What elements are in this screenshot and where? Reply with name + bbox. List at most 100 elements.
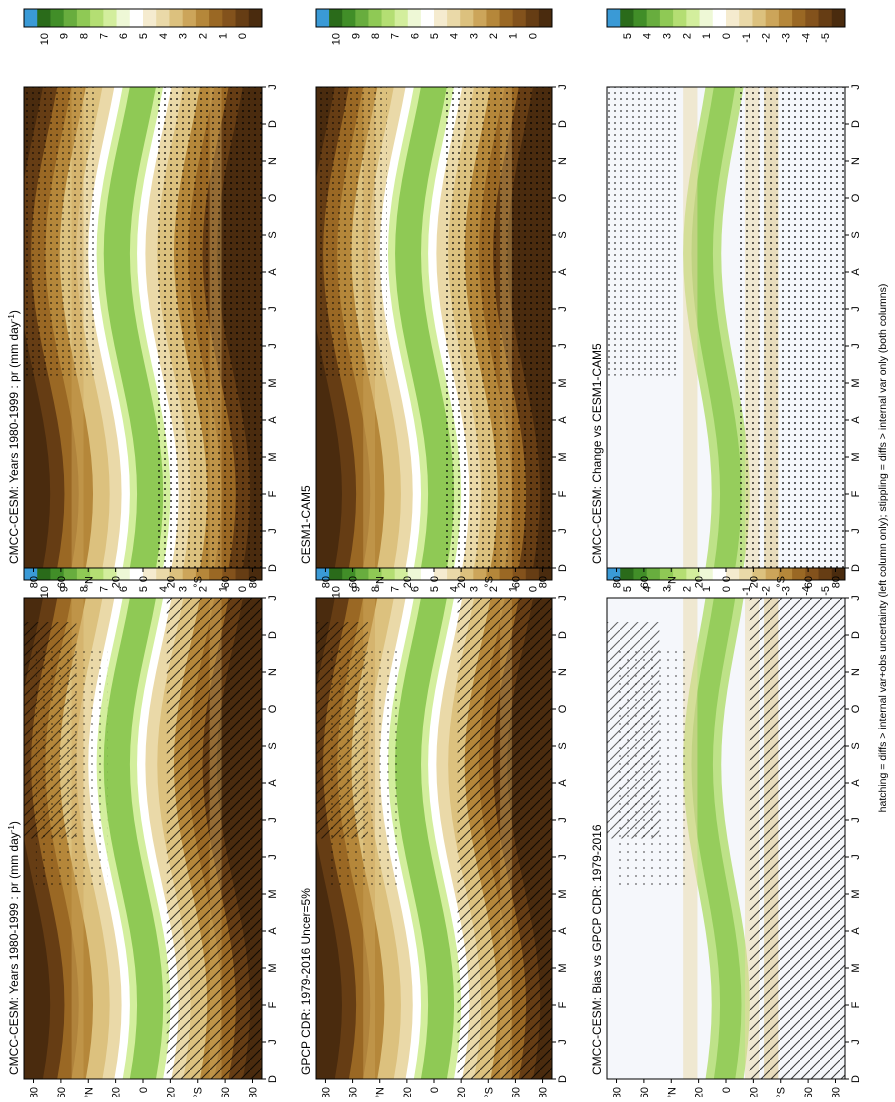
month-label: D [557, 631, 569, 639]
lat-label: 0 [721, 576, 733, 582]
colorbar-swatch [460, 9, 474, 27]
colorbar-label: -1 [741, 33, 753, 43]
colorbar-label: -3 [781, 33, 793, 43]
colorbar-label: 5 [138, 33, 150, 39]
colorbar-label: 2 [198, 33, 210, 39]
lat-label: 80 [29, 1087, 41, 1097]
colorbar-label: 2 [488, 586, 500, 592]
colorbar-label: 1 [701, 33, 713, 39]
month-label: A [267, 927, 279, 935]
panel-title: CESM1-CAM5 [299, 485, 313, 564]
lat-label: 80 [538, 1087, 550, 1097]
colorbar-label: 4 [449, 586, 461, 592]
colorbar-label: 4 [642, 586, 654, 592]
month-label: A [850, 416, 862, 424]
month-label: J [267, 595, 279, 601]
month-label: M [557, 963, 569, 972]
month-label: A [850, 268, 862, 276]
colorbar-swatch [222, 9, 237, 27]
colorbar-swatch [76, 9, 91, 27]
month-label: M [557, 889, 569, 898]
colorbar-swatch [90, 9, 104, 27]
month-label: J [850, 343, 862, 349]
month-label: M [850, 889, 862, 898]
colorbar-label: 7 [390, 586, 402, 592]
colorbar-label: 10 [331, 33, 343, 45]
dry-lane [683, 87, 698, 568]
colorbar-swatch [525, 9, 540, 27]
colorbar-label: 10 [39, 586, 51, 598]
month-label: A [267, 779, 279, 787]
month-label: A [850, 927, 862, 935]
hatching [749, 598, 845, 1079]
colorbar-label: 0 [237, 33, 249, 39]
colorbar-swatch [129, 9, 144, 27]
month-label: N [850, 157, 862, 165]
colorbar-swatch [805, 9, 820, 27]
stippling [445, 87, 552, 568]
month-label: N [267, 668, 279, 676]
colorbar-swatch [607, 9, 621, 27]
contour-band [395, 598, 455, 1079]
month-label: J [267, 1039, 279, 1045]
colorbar-label: 8 [79, 586, 91, 592]
lat-label: 60 [348, 1087, 360, 1097]
month-label: M [267, 963, 279, 972]
month-label: J [850, 306, 862, 312]
month-label: J [267, 528, 279, 534]
lat-label: 80 [612, 576, 624, 588]
month-label: J [557, 306, 569, 312]
colorbar-swatch [499, 9, 514, 27]
lat-label: 60 [220, 1087, 232, 1097]
colorbar-label: -2 [761, 33, 773, 43]
field-tl [24, 598, 262, 1079]
month-label: M [850, 452, 862, 461]
month-label: J [267, 306, 279, 312]
month-label: J [267, 854, 279, 860]
colorbar-label: 5 [622, 33, 634, 39]
colorbar-swatch [739, 9, 753, 27]
lat-label: 20 [748, 1087, 760, 1097]
colorbar-label: 10 [331, 586, 343, 598]
lat-label: °N [83, 576, 95, 588]
stippling [327, 646, 399, 887]
month-label: D [850, 631, 862, 639]
month-label: M [557, 452, 569, 461]
colorbar-swatch [620, 9, 634, 27]
colorbar-swatch [699, 9, 714, 27]
month-label: M [557, 378, 569, 387]
lat-label: °N [83, 1087, 95, 1097]
month-label: D [557, 564, 569, 572]
field-ml [316, 598, 552, 1079]
month-label: J [557, 595, 569, 601]
month-label: J [557, 817, 569, 823]
colorbar-label: 1 [701, 586, 713, 592]
colorbar-swatch [818, 9, 833, 27]
colorbar-frame [23, 8, 263, 28]
lat-label: 80 [830, 576, 842, 588]
contour-band [691, 87, 742, 568]
colorbar-label: 3 [662, 586, 674, 592]
lat-label: °S [193, 1087, 205, 1097]
colorbar-label: -5 [820, 586, 832, 596]
colorbar-label: 4 [449, 33, 461, 39]
lat-label: 80 [320, 1087, 332, 1097]
month-label: F [267, 1001, 279, 1008]
colorbar-swatch [143, 9, 157, 27]
colorbar-swatch [381, 9, 396, 27]
month-label: O [267, 704, 279, 713]
colorbar-swatch [24, 9, 38, 27]
month-label: J [850, 595, 862, 601]
lat-label: 20 [748, 576, 760, 588]
colorbar-swatch [248, 9, 263, 27]
month-label: S [267, 231, 279, 238]
lat-label: °S [483, 1087, 495, 1097]
lat-label: 20 [694, 1087, 706, 1097]
colorbar-swatch [659, 9, 674, 27]
field-bl [607, 598, 845, 1079]
colorbar-label: 2 [488, 33, 500, 39]
month-label: S [850, 231, 862, 238]
